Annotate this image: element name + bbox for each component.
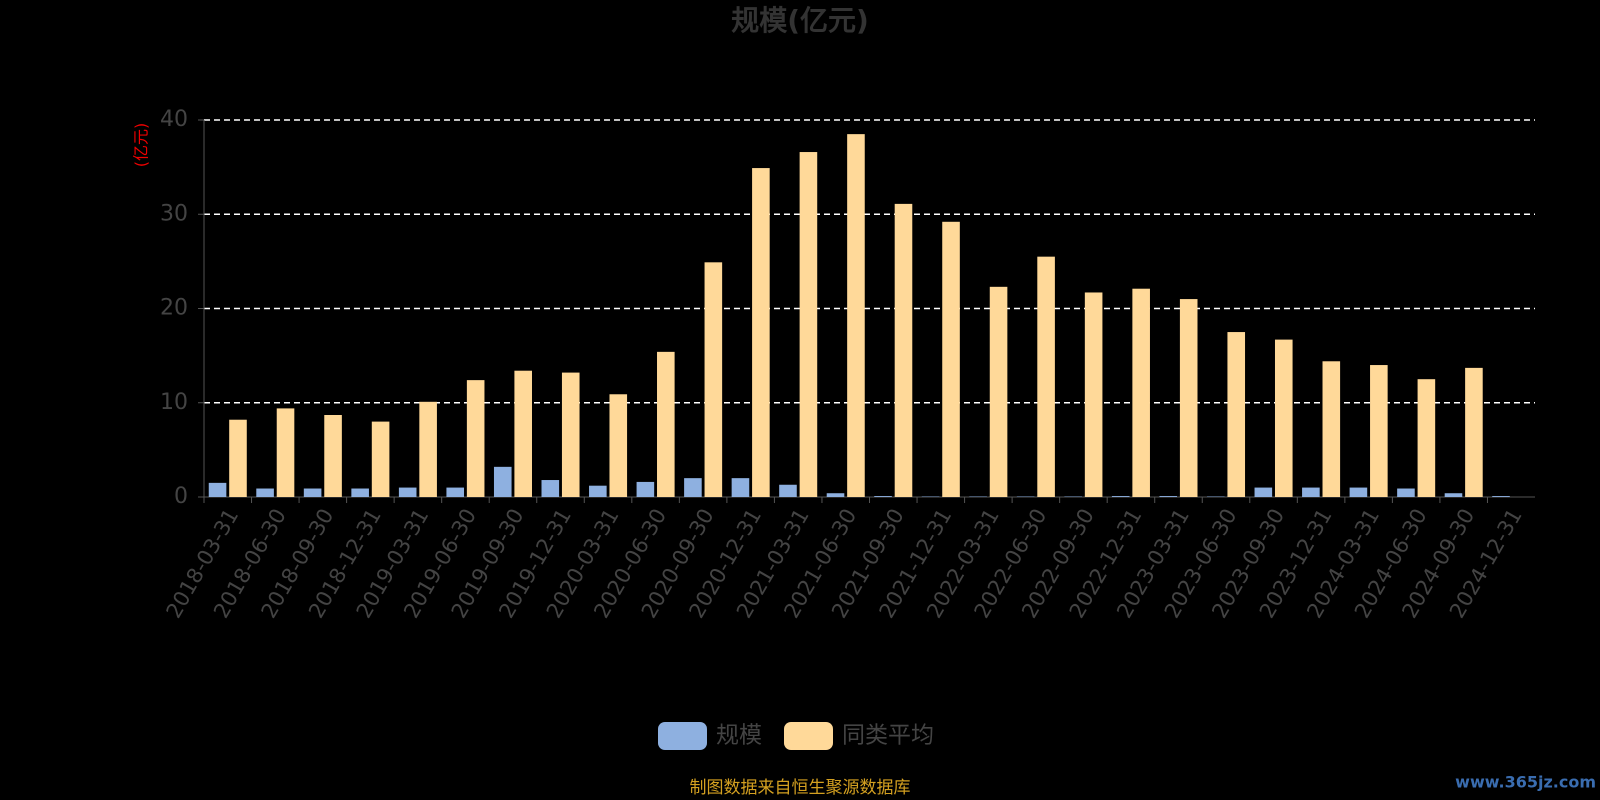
bar (1302, 487, 1320, 497)
bar (799, 152, 818, 498)
bar (303, 488, 322, 497)
bar (1417, 379, 1436, 497)
bar (1227, 332, 1246, 497)
bar (1084, 292, 1103, 497)
bar (847, 134, 865, 497)
source-note: 制图数据来自恒生聚源数据库 (690, 778, 911, 798)
y-tick-label: 40 (160, 107, 188, 132)
bar (609, 394, 628, 497)
bar (561, 372, 580, 497)
bar (1037, 256, 1055, 497)
bar (1179, 299, 1198, 497)
bar (276, 408, 295, 497)
bar (229, 419, 247, 497)
bar (351, 488, 369, 497)
bar (636, 481, 655, 497)
legend-label: 同类平均 (842, 723, 934, 749)
bar (208, 482, 227, 497)
bar (1492, 496, 1510, 497)
bar (398, 487, 417, 497)
bar (371, 421, 390, 497)
bar (1132, 288, 1150, 497)
watermark: www.365jz.com (1455, 773, 1596, 792)
bar (989, 286, 1008, 497)
legend-label: 规模 (716, 723, 762, 749)
bar (514, 370, 532, 497)
bar (657, 351, 675, 497)
bar (493, 466, 512, 497)
bar (1444, 493, 1463, 497)
bar (704, 262, 723, 497)
bar (779, 484, 797, 497)
bar (1349, 487, 1368, 497)
bar (1370, 365, 1388, 497)
y-tick-label: 0 (174, 484, 188, 509)
bar (466, 380, 485, 497)
bar (1397, 488, 1415, 497)
y-axis-label: (亿元) (132, 123, 151, 168)
bar (684, 478, 702, 497)
bar (1254, 487, 1273, 497)
bar (324, 415, 342, 497)
bar (419, 401, 437, 497)
bar (1465, 367, 1483, 497)
y-tick-label: 10 (160, 390, 188, 415)
bar (1159, 496, 1178, 497)
legend-swatch (784, 722, 833, 750)
bar (1111, 496, 1130, 497)
chart-title: 规模(亿元) (731, 4, 869, 37)
bar (1274, 339, 1293, 497)
legend-swatch (658, 722, 707, 750)
y-tick-label: 30 (160, 201, 188, 226)
bar (894, 203, 913, 497)
bar (446, 487, 465, 497)
bar (731, 478, 750, 497)
bar (752, 168, 770, 497)
bar (589, 485, 607, 497)
bar (826, 493, 845, 497)
bar (541, 480, 560, 497)
bar (874, 496, 892, 497)
bar (256, 488, 274, 497)
y-tick-label: 20 (160, 296, 188, 321)
bar (942, 221, 960, 498)
bar (1322, 361, 1341, 497)
